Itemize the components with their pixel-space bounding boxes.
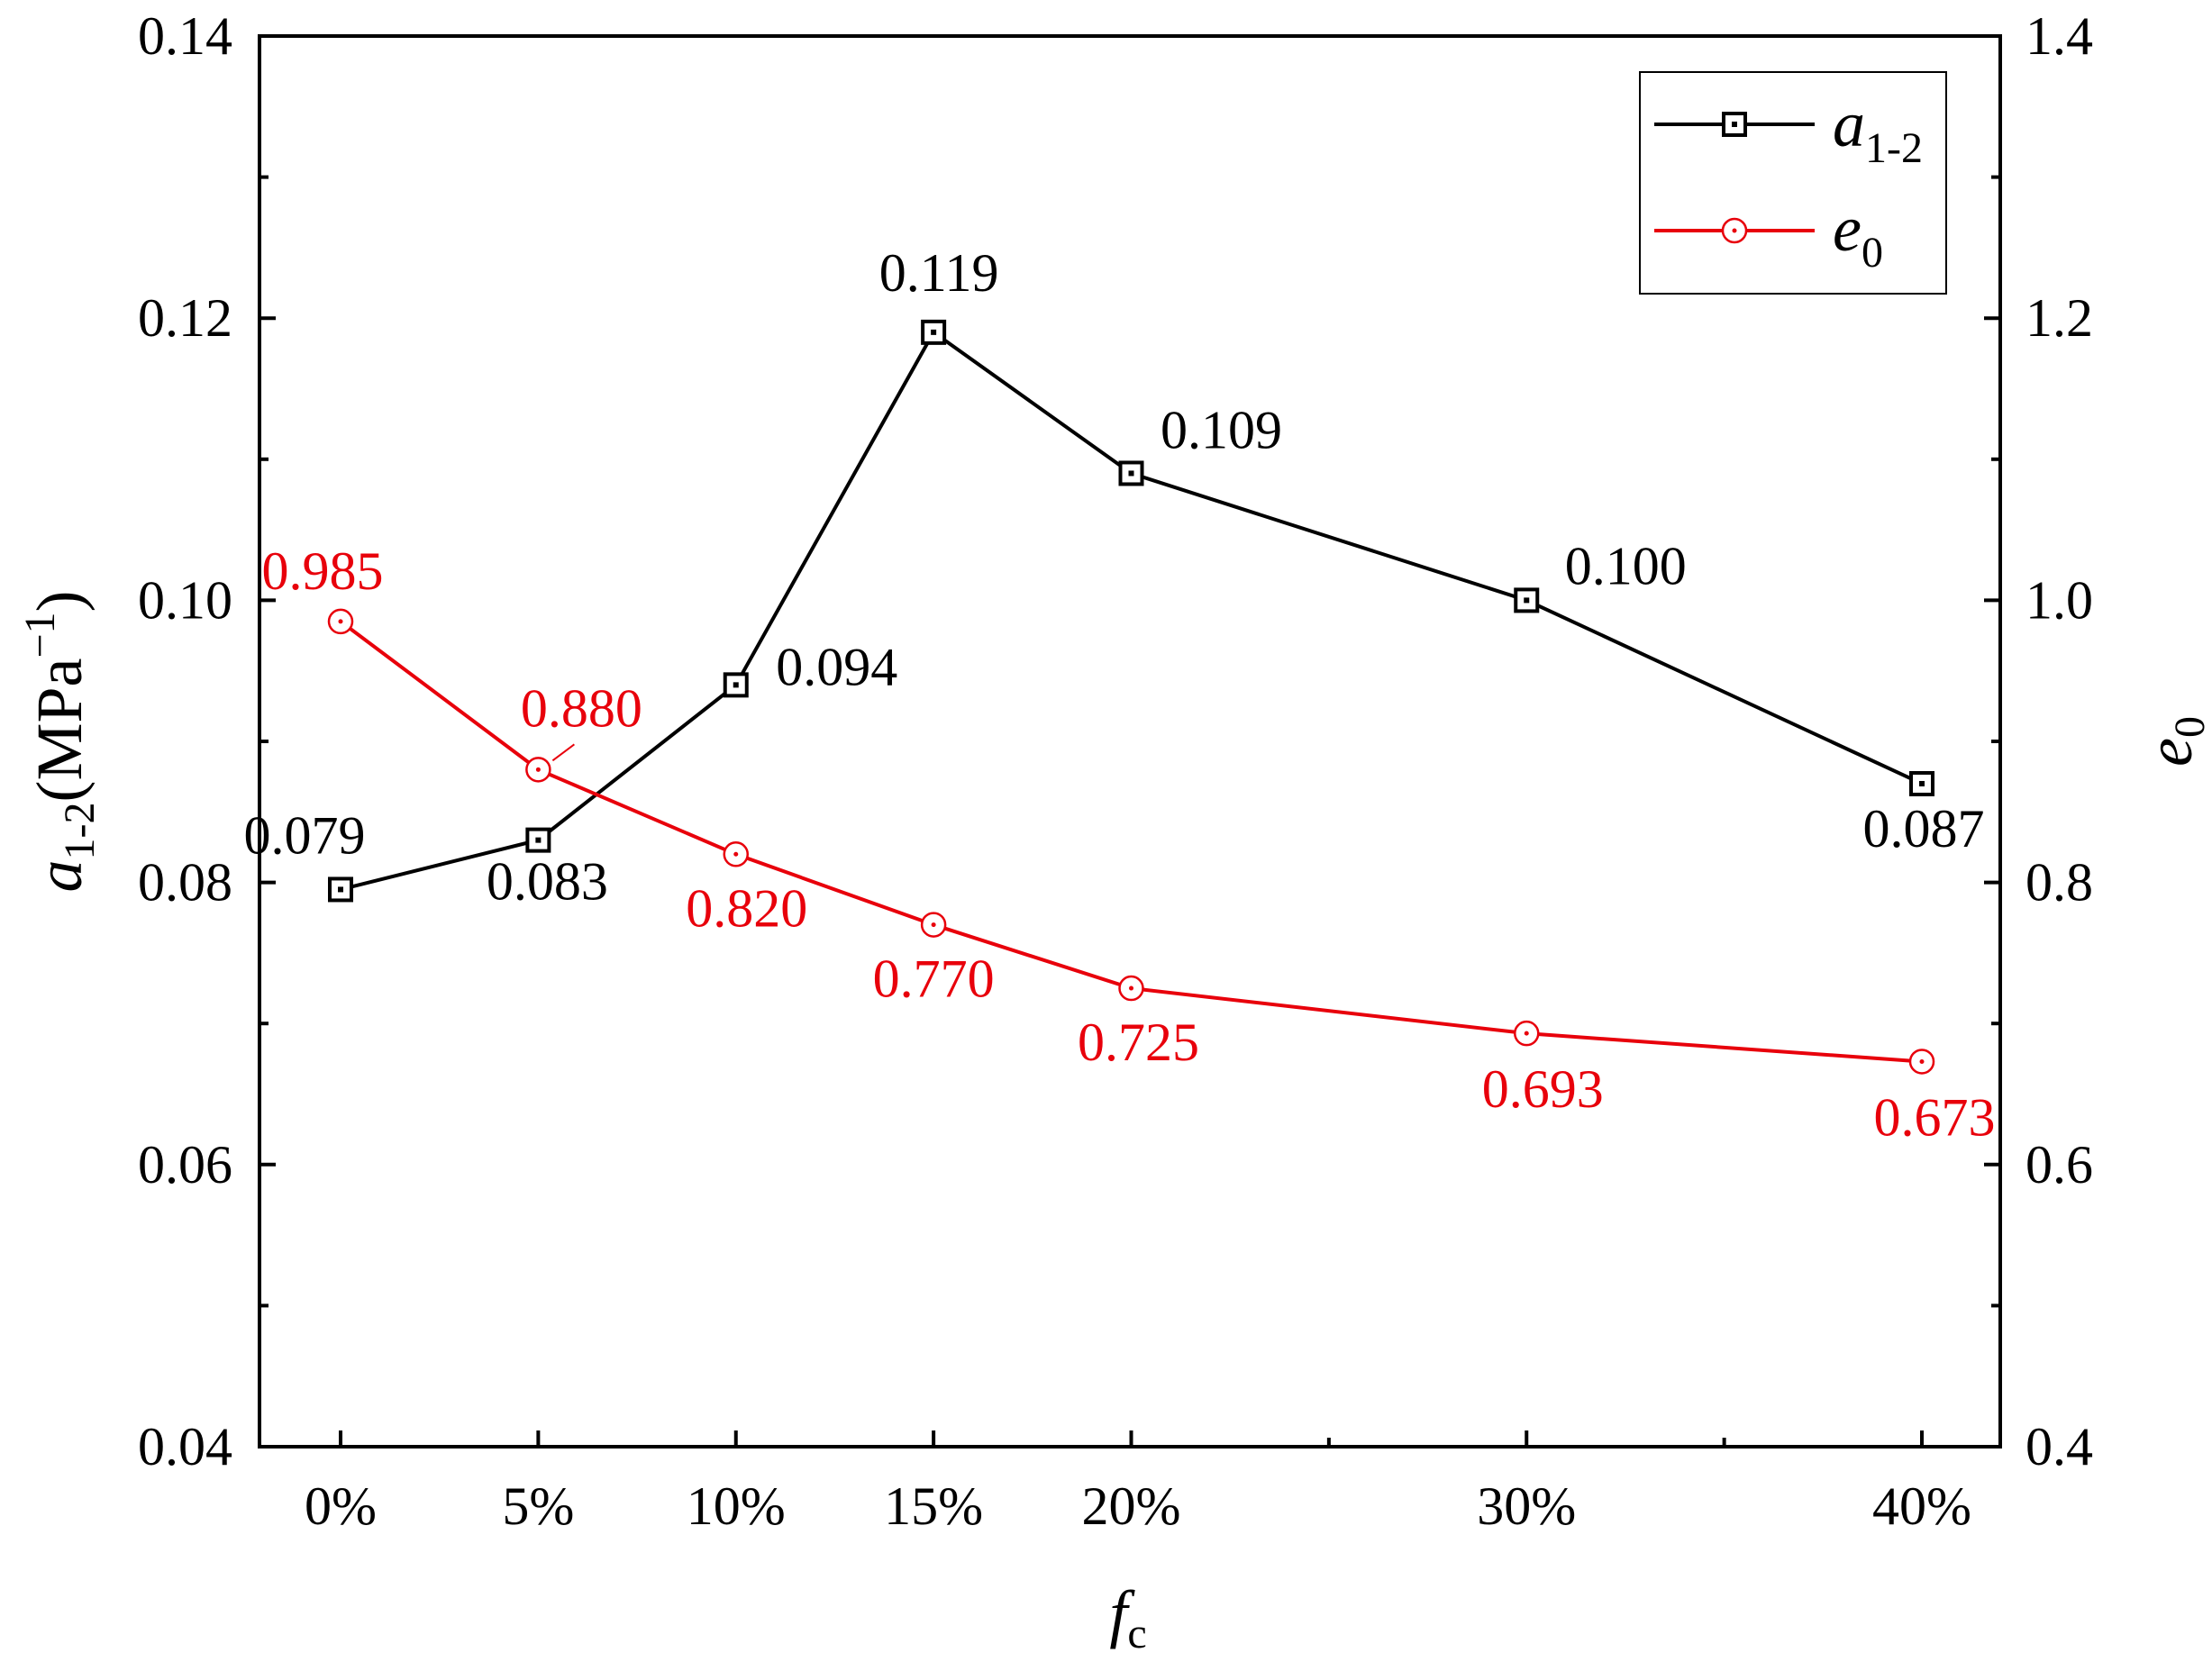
y-left-tick-label: 0.04 — [138, 1417, 232, 1476]
y-right-tick-label: 1.4 — [2025, 6, 2093, 66]
y-right-tick-label: 0.8 — [2025, 853, 2093, 913]
data-point-dot-e0 — [1524, 1031, 1529, 1036]
data-point-dot-e0 — [1919, 1058, 1925, 1064]
data-point-dot-a1-2 — [733, 682, 739, 688]
y-left-tick-label: 0.12 — [138, 288, 232, 348]
y-right-tick-label: 0.4 — [2025, 1417, 2093, 1476]
x-tick-label: 15% — [884, 1476, 983, 1536]
data-point-a1-2 — [723, 672, 749, 698]
data-label-e0: 0.770 — [873, 949, 995, 1009]
data-label-a1-2: 0.079 — [244, 805, 366, 865]
data-label-layer: 0.079 0.083 0.094 0.119 0.109 0.100 0.087 0.985… — [244, 243, 1996, 1148]
data-label-e0: 0.880 — [521, 678, 642, 738]
data-point-dot-a1-2 — [535, 837, 542, 843]
data-label-a1-2: 0.119 — [879, 243, 999, 303]
data-label-a1-2: 0.109 — [1161, 400, 1282, 459]
data-point-dot-a1-2 — [1524, 597, 1530, 604]
y-right-tick-label: 0.6 — [2025, 1135, 2093, 1194]
data-label-e0: 0.820 — [686, 878, 807, 938]
data-label-leader — [551, 743, 575, 762]
y-right-tick-label: 1.2 — [2025, 288, 2093, 348]
y-right-axis-title: e0 — [2134, 716, 2212, 767]
x-tick-label: 30% — [1477, 1476, 1576, 1536]
legend-marker-circle-dot — [1732, 228, 1737, 233]
x-tick-label: 10% — [687, 1476, 786, 1536]
data-point-dot-e0 — [931, 922, 936, 928]
y-left-tick-label: 0.14 — [138, 6, 232, 66]
data-point-dot-e0 — [1129, 985, 1133, 991]
series-layer — [327, 319, 1935, 1075]
data-point-dot-a1-2 — [931, 329, 937, 335]
y-left-axis-title: a1-2(MPa−1) — [16, 590, 104, 892]
series-line-a1-2 — [340, 329, 1923, 892]
x-tick-label: 20% — [1082, 1476, 1181, 1536]
legend-label-a12: a1-2 — [1833, 88, 1923, 172]
data-point-dot-e0 — [733, 851, 739, 857]
y-right-tick-label: 1.0 — [2025, 570, 2093, 630]
data-label-e0: 0.985 — [262, 541, 384, 601]
legend: a1-2 e0 — [1639, 71, 1947, 295]
data-label-e0: 0.725 — [1078, 1013, 1199, 1072]
data-point-dot-e0 — [338, 619, 343, 624]
data-label-a1-2: 0.083 — [487, 852, 608, 912]
x-tick-label: 40% — [1872, 1476, 1971, 1536]
x-tick-label: 5% — [502, 1476, 574, 1536]
plot-frame — [258, 34, 2002, 1449]
legend-label-e0: e0 — [1833, 193, 1883, 277]
data-point-dot-a1-2 — [338, 886, 343, 893]
y-left-tick-label: 0.06 — [138, 1135, 232, 1194]
data-label-e0: 0.693 — [1482, 1059, 1604, 1119]
tick-layer: 0% 5% 10% 15% 20% 30% 40%0.040.060.080.100.120… — [138, 6, 2093, 1536]
x-axis-title: fc — [1109, 1577, 1146, 1657]
data-point-dot-a1-2 — [1919, 780, 1925, 786]
data-point-dot-a1-2 — [1128, 470, 1134, 477]
y-left-tick-label: 0.10 — [138, 570, 232, 630]
data-label-a1-2: 0.100 — [1565, 536, 1687, 595]
data-label-e0: 0.673 — [1874, 1087, 1996, 1147]
legend-box — [1639, 71, 1947, 295]
y-left-tick-label: 0.08 — [138, 853, 232, 913]
data-label-a1-2: 0.094 — [776, 637, 897, 696]
legend-marker-square-dot — [1732, 122, 1737, 127]
data-point-dot-e0 — [535, 767, 541, 772]
x-tick-label: 0% — [305, 1476, 377, 1536]
data-label-a1-2: 0.087 — [1863, 799, 1985, 858]
